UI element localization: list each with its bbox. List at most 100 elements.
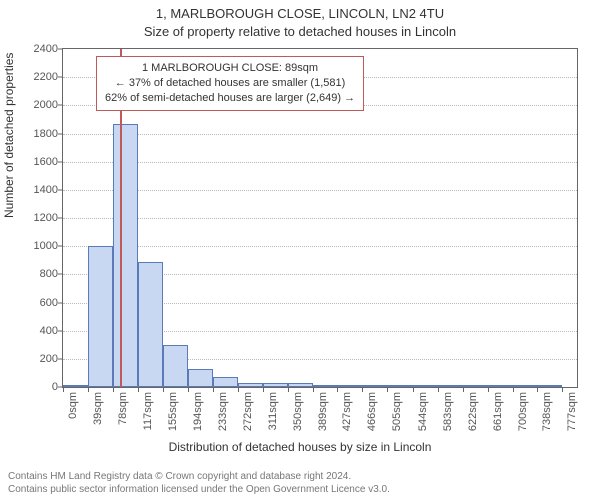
x-tick-label: 155sqm <box>167 392 179 452</box>
y-tick-mark <box>58 49 62 50</box>
x-tick-label: 700sqm <box>517 392 529 452</box>
x-tick-mark <box>263 388 264 392</box>
histogram-bar <box>463 385 488 387</box>
x-tick-label: 0sqm <box>67 392 79 452</box>
y-tick-mark <box>58 105 62 106</box>
y-tick-mark <box>58 387 62 388</box>
gridline-h <box>63 218 577 219</box>
x-tick-label: 233sqm <box>217 392 229 452</box>
y-tick-label: 600 <box>18 297 58 309</box>
chart-container: 1, MARLBOROUGH CLOSE, LINCOLN, LN2 4TU S… <box>0 0 600 500</box>
y-tick-label: 1000 <box>18 240 58 252</box>
gridline-h <box>63 190 577 191</box>
histogram-bar <box>188 369 213 387</box>
histogram-bar <box>238 383 263 387</box>
histogram-bar <box>537 385 562 387</box>
x-tick-mark <box>138 388 139 392</box>
x-tick-mark <box>238 388 239 392</box>
title-main: 1, MARLBOROUGH CLOSE, LINCOLN, LN2 4TU <box>0 6 600 21</box>
gridline-h <box>63 246 577 247</box>
x-tick-label: 466sqm <box>366 392 378 452</box>
histogram-bar <box>163 345 188 387</box>
x-tick-mark <box>387 388 388 392</box>
x-tick-mark <box>413 388 414 392</box>
x-tick-mark <box>88 388 89 392</box>
x-tick-mark <box>113 388 114 392</box>
x-tick-label: 738sqm <box>541 392 553 452</box>
y-tick-mark <box>58 302 62 303</box>
x-tick-mark <box>163 388 164 392</box>
y-tick-mark <box>58 358 62 359</box>
x-tick-label: 389sqm <box>317 392 329 452</box>
x-tick-label: 427sqm <box>341 392 353 452</box>
x-tick-label: 583sqm <box>442 392 454 452</box>
y-tick-mark <box>58 246 62 247</box>
y-tick-label: 2200 <box>18 71 58 83</box>
y-tick-label: 400 <box>18 325 58 337</box>
footer-line-2: Contains public sector information licen… <box>8 484 390 497</box>
footer-attribution: Contains HM Land Registry data © Crown c… <box>8 471 390 496</box>
x-tick-mark <box>337 388 338 392</box>
x-tick-mark <box>513 388 514 392</box>
y-tick-label: 1600 <box>18 156 58 168</box>
x-tick-mark <box>188 388 189 392</box>
y-tick-mark <box>58 77 62 78</box>
y-tick-label: 800 <box>18 268 58 280</box>
y-tick-label: 2000 <box>18 99 58 111</box>
x-tick-mark <box>463 388 464 392</box>
y-tick-mark <box>58 274 62 275</box>
annotation-line: ← 37% of detached houses are smaller (1,… <box>105 76 355 91</box>
x-tick-label: 78sqm <box>117 392 129 452</box>
x-tick-mark <box>438 388 439 392</box>
footer-line-1: Contains HM Land Registry data © Crown c… <box>8 471 390 484</box>
x-tick-label: 505sqm <box>391 392 403 452</box>
y-tick-label: 1200 <box>18 212 58 224</box>
x-tick-label: 544sqm <box>417 392 429 452</box>
histogram-bar <box>413 385 438 387</box>
x-tick-label: 777sqm <box>566 392 578 452</box>
histogram-bar <box>313 385 337 387</box>
x-tick-label: 117sqm <box>142 392 154 452</box>
histogram-bar <box>113 124 138 387</box>
gridline-h <box>63 162 577 163</box>
y-tick-label: 1800 <box>18 128 58 140</box>
annotation-line: 1 MARLBOROUGH CLOSE: 89sqm <box>105 61 355 76</box>
histogram-bar <box>513 385 537 387</box>
x-tick-mark <box>288 388 289 392</box>
x-tick-mark <box>537 388 538 392</box>
y-tick-mark <box>58 218 62 219</box>
histogram-bar <box>288 383 313 387</box>
histogram-bar <box>263 383 288 387</box>
x-tick-label: 194sqm <box>192 392 204 452</box>
gridline-h <box>63 134 577 135</box>
histogram-bar <box>337 385 362 387</box>
x-tick-mark <box>63 388 64 392</box>
histogram-bar <box>213 377 238 387</box>
histogram-bar <box>438 385 463 387</box>
x-tick-label: 39sqm <box>92 392 104 452</box>
y-tick-label: 0 <box>18 381 58 393</box>
annotation-box: 1 MARLBOROUGH CLOSE: 89sqm← 37% of detac… <box>96 56 364 111</box>
x-tick-mark <box>362 388 363 392</box>
title-sub: Size of property relative to detached ho… <box>0 24 600 39</box>
y-axis-label: Number of detached properties <box>2 53 16 218</box>
x-tick-label: 272sqm <box>242 392 254 452</box>
histogram-bar <box>88 246 113 387</box>
x-tick-label: 311sqm <box>267 392 279 452</box>
x-tick-label: 350sqm <box>292 392 304 452</box>
histogram-bar <box>488 385 513 387</box>
x-tick-mark <box>562 388 563 392</box>
x-tick-label: 661sqm <box>492 392 504 452</box>
y-tick-label: 2400 <box>18 43 58 55</box>
y-tick-mark <box>58 161 62 162</box>
histogram-bar <box>63 385 88 387</box>
x-tick-mark <box>488 388 489 392</box>
y-tick-label: 1400 <box>18 184 58 196</box>
y-tick-label: 200 <box>18 353 58 365</box>
x-tick-label: 622sqm <box>467 392 479 452</box>
y-tick-mark <box>58 330 62 331</box>
histogram-bar <box>362 385 387 387</box>
x-tick-mark <box>213 388 214 392</box>
histogram-bar <box>138 262 162 387</box>
y-tick-mark <box>58 189 62 190</box>
